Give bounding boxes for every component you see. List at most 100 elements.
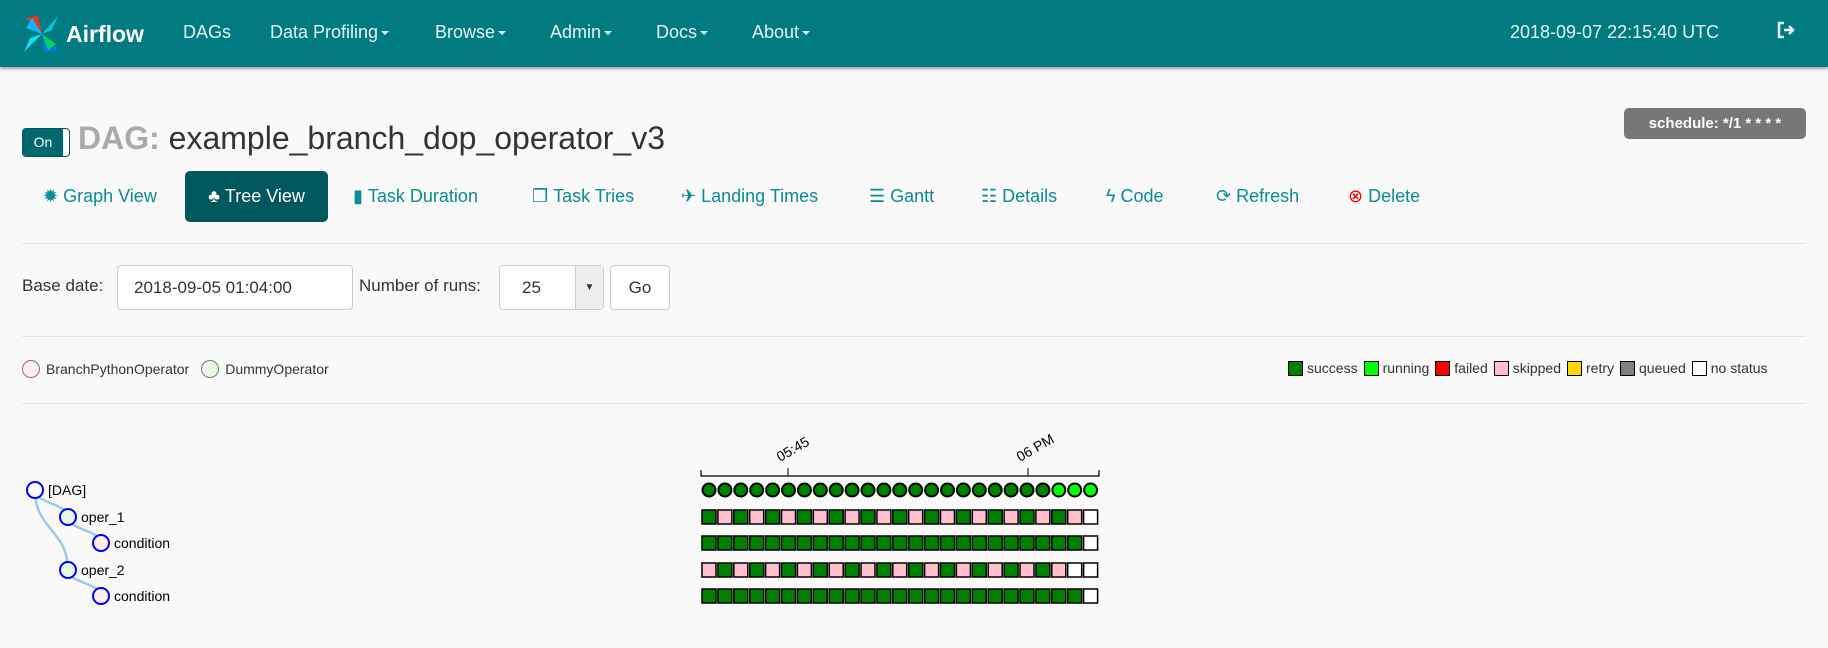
tree-node-oper_1[interactable] <box>59 508 77 526</box>
task-instance-success[interactable] <box>828 509 844 525</box>
task-instance-success[interactable] <box>796 535 813 551</box>
task-instance-success[interactable] <box>892 535 908 551</box>
task-instance-success[interactable] <box>987 588 1003 604</box>
tab-gantt[interactable]: ☰ Gantt <box>869 186 934 207</box>
task-instance-success[interactable] <box>923 509 940 525</box>
task-instance-success[interactable] <box>860 509 876 525</box>
dag-run-success[interactable] <box>796 482 812 498</box>
task-instance-success[interactable] <box>892 509 908 525</box>
num-runs-select[interactable]: 25 ▼ <box>499 265 604 310</box>
task-instance-success[interactable] <box>876 588 892 604</box>
task-instance-success[interactable] <box>987 509 1003 525</box>
task-instance-skipped[interactable] <box>923 562 940 578</box>
task-instance-success[interactable] <box>844 588 860 604</box>
dag-run-success[interactable] <box>940 482 955 498</box>
dag-run-success[interactable] <box>860 482 876 498</box>
task-instance-skipped[interactable] <box>844 509 860 525</box>
task-instance-skipped[interactable] <box>876 509 892 525</box>
dag-run-success[interactable] <box>701 482 717 498</box>
dag-run-success[interactable] <box>1003 482 1019 498</box>
task-instance-success[interactable] <box>1019 535 1035 551</box>
task-instance-success[interactable] <box>796 509 813 525</box>
task-instance-skipped[interactable] <box>939 509 956 525</box>
nav-about[interactable]: About <box>752 22 811 43</box>
task-instance-skipped[interactable] <box>1035 509 1051 525</box>
nav-data-profiling[interactable]: Data Profiling <box>270 22 390 43</box>
tab-delete[interactable]: ⊗ Delete <box>1348 186 1420 207</box>
tab-tree-view[interactable]: ♣ Tree View <box>185 171 328 222</box>
task-instance-success[interactable] <box>923 588 940 604</box>
task-instance-success[interactable] <box>748 562 765 578</box>
task-instance-no-status[interactable] <box>1082 588 1099 604</box>
task-instance-success[interactable] <box>844 562 860 578</box>
task-instance-success[interactable] <box>828 588 844 604</box>
task-instance-success[interactable] <box>733 535 749 551</box>
task-instance-success[interactable] <box>812 588 829 604</box>
tab-refresh[interactable]: ⟳ Refresh <box>1216 186 1299 207</box>
task-instance-success[interactable] <box>876 562 892 578</box>
dag-run-success[interactable] <box>844 482 860 498</box>
dag-run-success[interactable] <box>971 482 987 498</box>
task-instance-skipped[interactable] <box>1003 509 1019 525</box>
task-instance-success[interactable] <box>764 535 781 551</box>
task-instance-success[interactable] <box>1066 588 1083 604</box>
task-instance-skipped[interactable] <box>748 509 765 525</box>
task-instance-success[interactable] <box>876 535 892 551</box>
dag-run-success[interactable] <box>1019 482 1035 498</box>
task-instance-success[interactable] <box>796 588 813 604</box>
task-instance-skipped[interactable] <box>717 509 733 525</box>
tree-node-DAG[interactable] <box>26 481 44 499</box>
task-instance-skipped[interactable] <box>812 509 829 525</box>
dag-run-success[interactable] <box>955 482 971 498</box>
sign-out-icon[interactable] <box>1776 20 1796 45</box>
task-instance-success[interactable] <box>971 588 988 604</box>
task-instance-success[interactable] <box>1003 588 1019 604</box>
dag-run-success[interactable] <box>717 482 733 498</box>
task-instance-success[interactable] <box>1035 562 1051 578</box>
task-instance-success[interactable] <box>764 509 781 525</box>
tab-landing-times[interactable]: ✈ Landing Times <box>681 186 818 207</box>
task-instance-success[interactable] <box>907 588 924 604</box>
task-instance-skipped[interactable] <box>860 562 876 578</box>
task-instance-no-status[interactable] <box>1082 509 1099 525</box>
dag-run-success[interactable] <box>1035 482 1051 498</box>
task-instance-success[interactable] <box>955 535 972 551</box>
task-instance-success[interactable] <box>860 535 876 551</box>
task-instance-skipped[interactable] <box>796 562 813 578</box>
dag-run-success[interactable] <box>765 482 781 498</box>
task-instance-success[interactable] <box>812 535 829 551</box>
dag-run-success[interactable] <box>781 482 796 498</box>
nav-admin[interactable]: Admin <box>550 22 613 43</box>
tab-task-duration[interactable]: ▮ Task Duration <box>353 186 478 207</box>
task-instance-success[interactable] <box>907 535 924 551</box>
task-instance-success[interactable] <box>1035 588 1051 604</box>
tab-code[interactable]: ϟ Code <box>1106 186 1164 207</box>
task-instance-skipped[interactable] <box>764 562 781 578</box>
task-instance-success[interactable] <box>907 562 924 578</box>
task-instance-success[interactable] <box>733 509 749 525</box>
dag-run-success[interactable] <box>924 482 940 498</box>
task-instance-success[interactable] <box>780 562 797 578</box>
tab-details[interactable]: ☷ Details <box>981 186 1057 207</box>
task-instance-success[interactable] <box>844 535 860 551</box>
dag-run-success[interactable] <box>733 482 749 498</box>
task-instance-skipped[interactable] <box>971 509 988 525</box>
task-instance-no-status[interactable] <box>1082 535 1099 551</box>
task-instance-skipped[interactable] <box>987 562 1003 578</box>
task-instance-success[interactable] <box>939 588 956 604</box>
dag-run-success[interactable] <box>908 482 924 498</box>
task-instance-skipped[interactable] <box>1066 509 1083 525</box>
tree-node-condition[interactable] <box>92 587 110 605</box>
task-instance-success[interactable] <box>1035 535 1051 551</box>
dag-run-success[interactable] <box>749 482 765 498</box>
task-instance-success[interactable] <box>701 535 717 551</box>
dag-run-running[interactable] <box>1083 482 1099 498</box>
task-instance-success[interactable] <box>1051 509 1067 525</box>
task-instance-success[interactable] <box>860 588 876 604</box>
dag-run-success[interactable] <box>892 482 908 498</box>
dag-pause-toggle[interactable]: On <box>22 128 70 157</box>
task-instance-success[interactable] <box>1003 562 1019 578</box>
task-instance-skipped[interactable] <box>1051 562 1067 578</box>
task-instance-success[interactable] <box>971 562 988 578</box>
task-instance-success[interactable] <box>987 535 1003 551</box>
